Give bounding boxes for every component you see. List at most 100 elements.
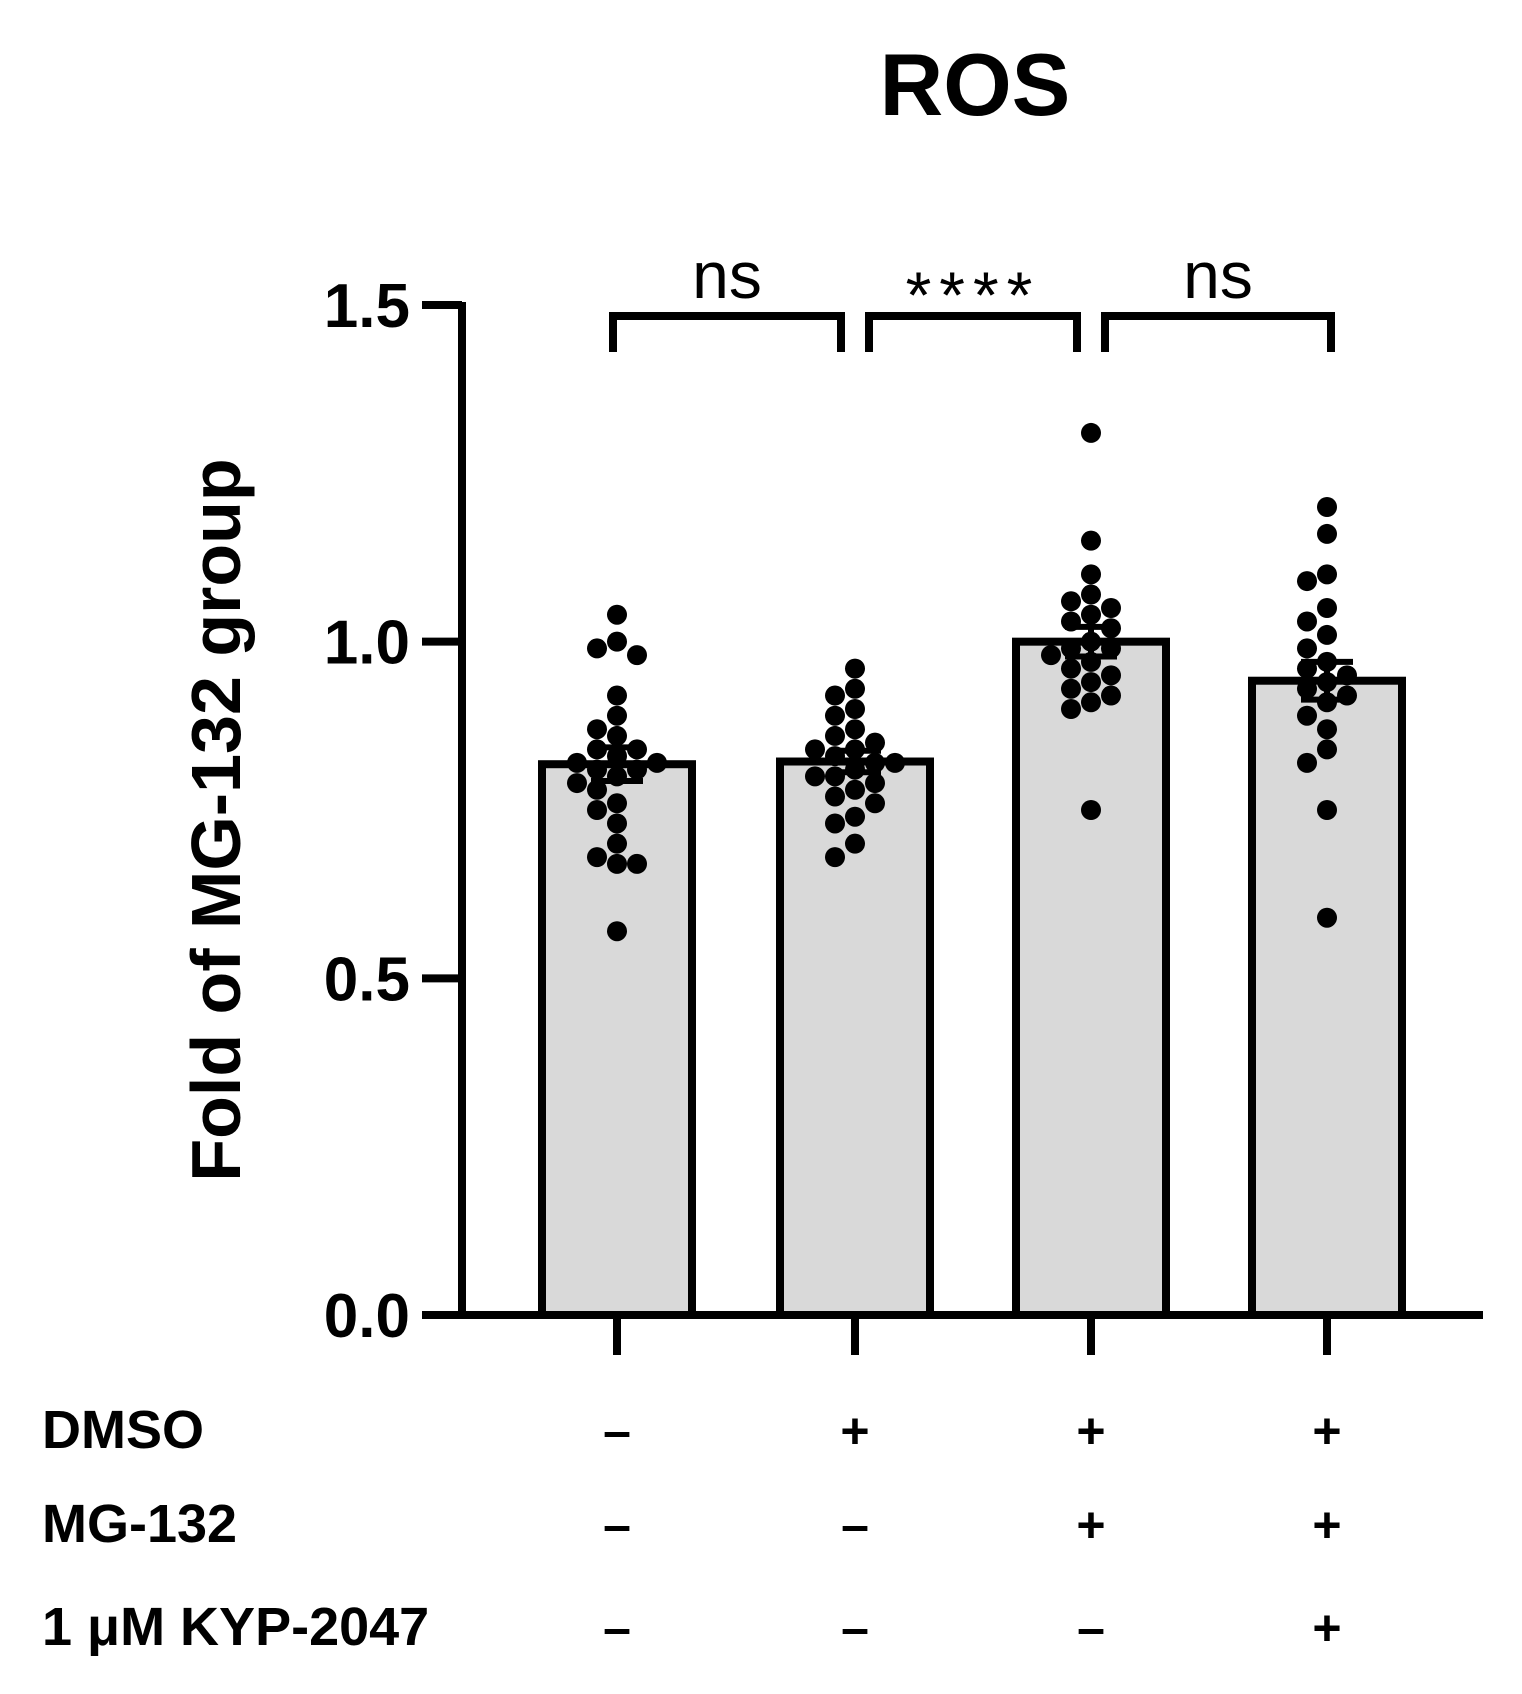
data-point [1297,678,1317,699]
condition-sign: – [603,1403,631,1459]
data-point [627,853,647,874]
condition-sign: + [1076,1497,1105,1553]
condition-sign: – [841,1600,869,1656]
data-point [587,638,607,659]
data-point [627,645,647,666]
data-point [825,725,845,746]
data-point [1297,638,1317,659]
bar [1248,676,1406,1319]
data-point [825,705,845,726]
condition-sign: + [1076,1403,1105,1459]
data-point [1317,624,1337,645]
data-point [1317,719,1337,740]
y-tick-label: 1.5 [324,272,410,341]
data-point [607,793,627,814]
data-point [1101,665,1121,686]
data-point [1317,497,1337,517]
data-point [885,752,905,773]
data-point [607,833,627,854]
error-bars-layer [591,623,1353,785]
condition-sign: – [603,1497,631,1553]
data-point [1061,638,1081,659]
condition-sign: – [603,1600,631,1656]
data-point [845,719,865,740]
data-point [865,793,885,814]
data-point [825,685,845,706]
data-point [1081,800,1101,820]
significance-label: ns [1183,238,1253,312]
data-point [1081,584,1101,605]
data-point [865,732,885,753]
condition-label: 1 μM KYP-2047 [42,1597,429,1657]
data-point [865,752,885,773]
data-point [607,725,627,746]
data-point [845,658,865,679]
data-point [1061,699,1081,719]
data-point [607,604,627,625]
data-point [587,847,607,868]
data-point [607,631,627,652]
chart-title: ROS [880,35,1071,134]
data-point [607,853,627,874]
data-point [1317,800,1337,820]
condition-label: DMSO [42,1400,204,1460]
y-tick-label: 0.0 [324,1282,410,1351]
data-point [1101,638,1121,659]
y-tick-label: 0.5 [324,945,410,1014]
condition-sign: + [840,1403,869,1459]
data-point [845,779,865,800]
data-point [1297,571,1317,592]
significance-bracket [865,312,1081,352]
condition-sign: + [1312,1403,1341,1459]
significance-bracket [609,312,845,352]
data-point [587,719,607,740]
conditions-table: DMSO – + + + MG-132 – – + +1 μM KYP-2047 – – – + [42,1400,1342,1657]
data-point [1061,591,1081,612]
data-point [607,921,627,942]
condition-sign: + [1312,1497,1341,1553]
data-point [1061,658,1081,679]
significance-label: ns [692,238,762,312]
data-point [1081,672,1101,693]
significance-label: **** [906,258,1041,332]
data-point [1081,422,1101,443]
data-point [647,752,667,773]
data-point [1317,523,1337,544]
data-point [825,847,845,868]
data-point [1297,752,1317,773]
significance-layer: ns **** ns [609,238,1335,352]
data-point [845,806,865,827]
bars-layer [538,637,1406,1319]
condition-sign: – [1077,1600,1105,1656]
bar [1012,637,1170,1319]
data-point [607,813,627,834]
condition-sign: + [1312,1600,1341,1656]
data-point [1081,564,1101,585]
data-point [1297,611,1317,632]
data-point [1101,598,1121,618]
data-point [825,813,845,834]
data-point [587,759,607,780]
data-point [1081,604,1101,625]
data-point [805,739,825,760]
condition-sign: – [841,1497,869,1553]
data-point [1317,598,1337,618]
data-point [1337,665,1357,686]
data-point [845,833,865,854]
data-point [567,752,587,773]
data-point [587,800,607,820]
data-point [1081,530,1101,551]
data-point [1081,692,1101,713]
data-point [1101,685,1121,706]
data-point [805,766,825,787]
data-point [1317,564,1337,585]
data-point [1061,678,1081,699]
y-axis-label: Fold of MG-132 group [177,458,255,1181]
axes-layer: 0.0 0.5 1.0 1.5 [324,272,1483,1355]
data-point [1041,645,1061,666]
data-point [845,678,865,699]
significance-bracket [1101,312,1335,352]
data-point [607,685,627,706]
data-point [587,779,607,800]
